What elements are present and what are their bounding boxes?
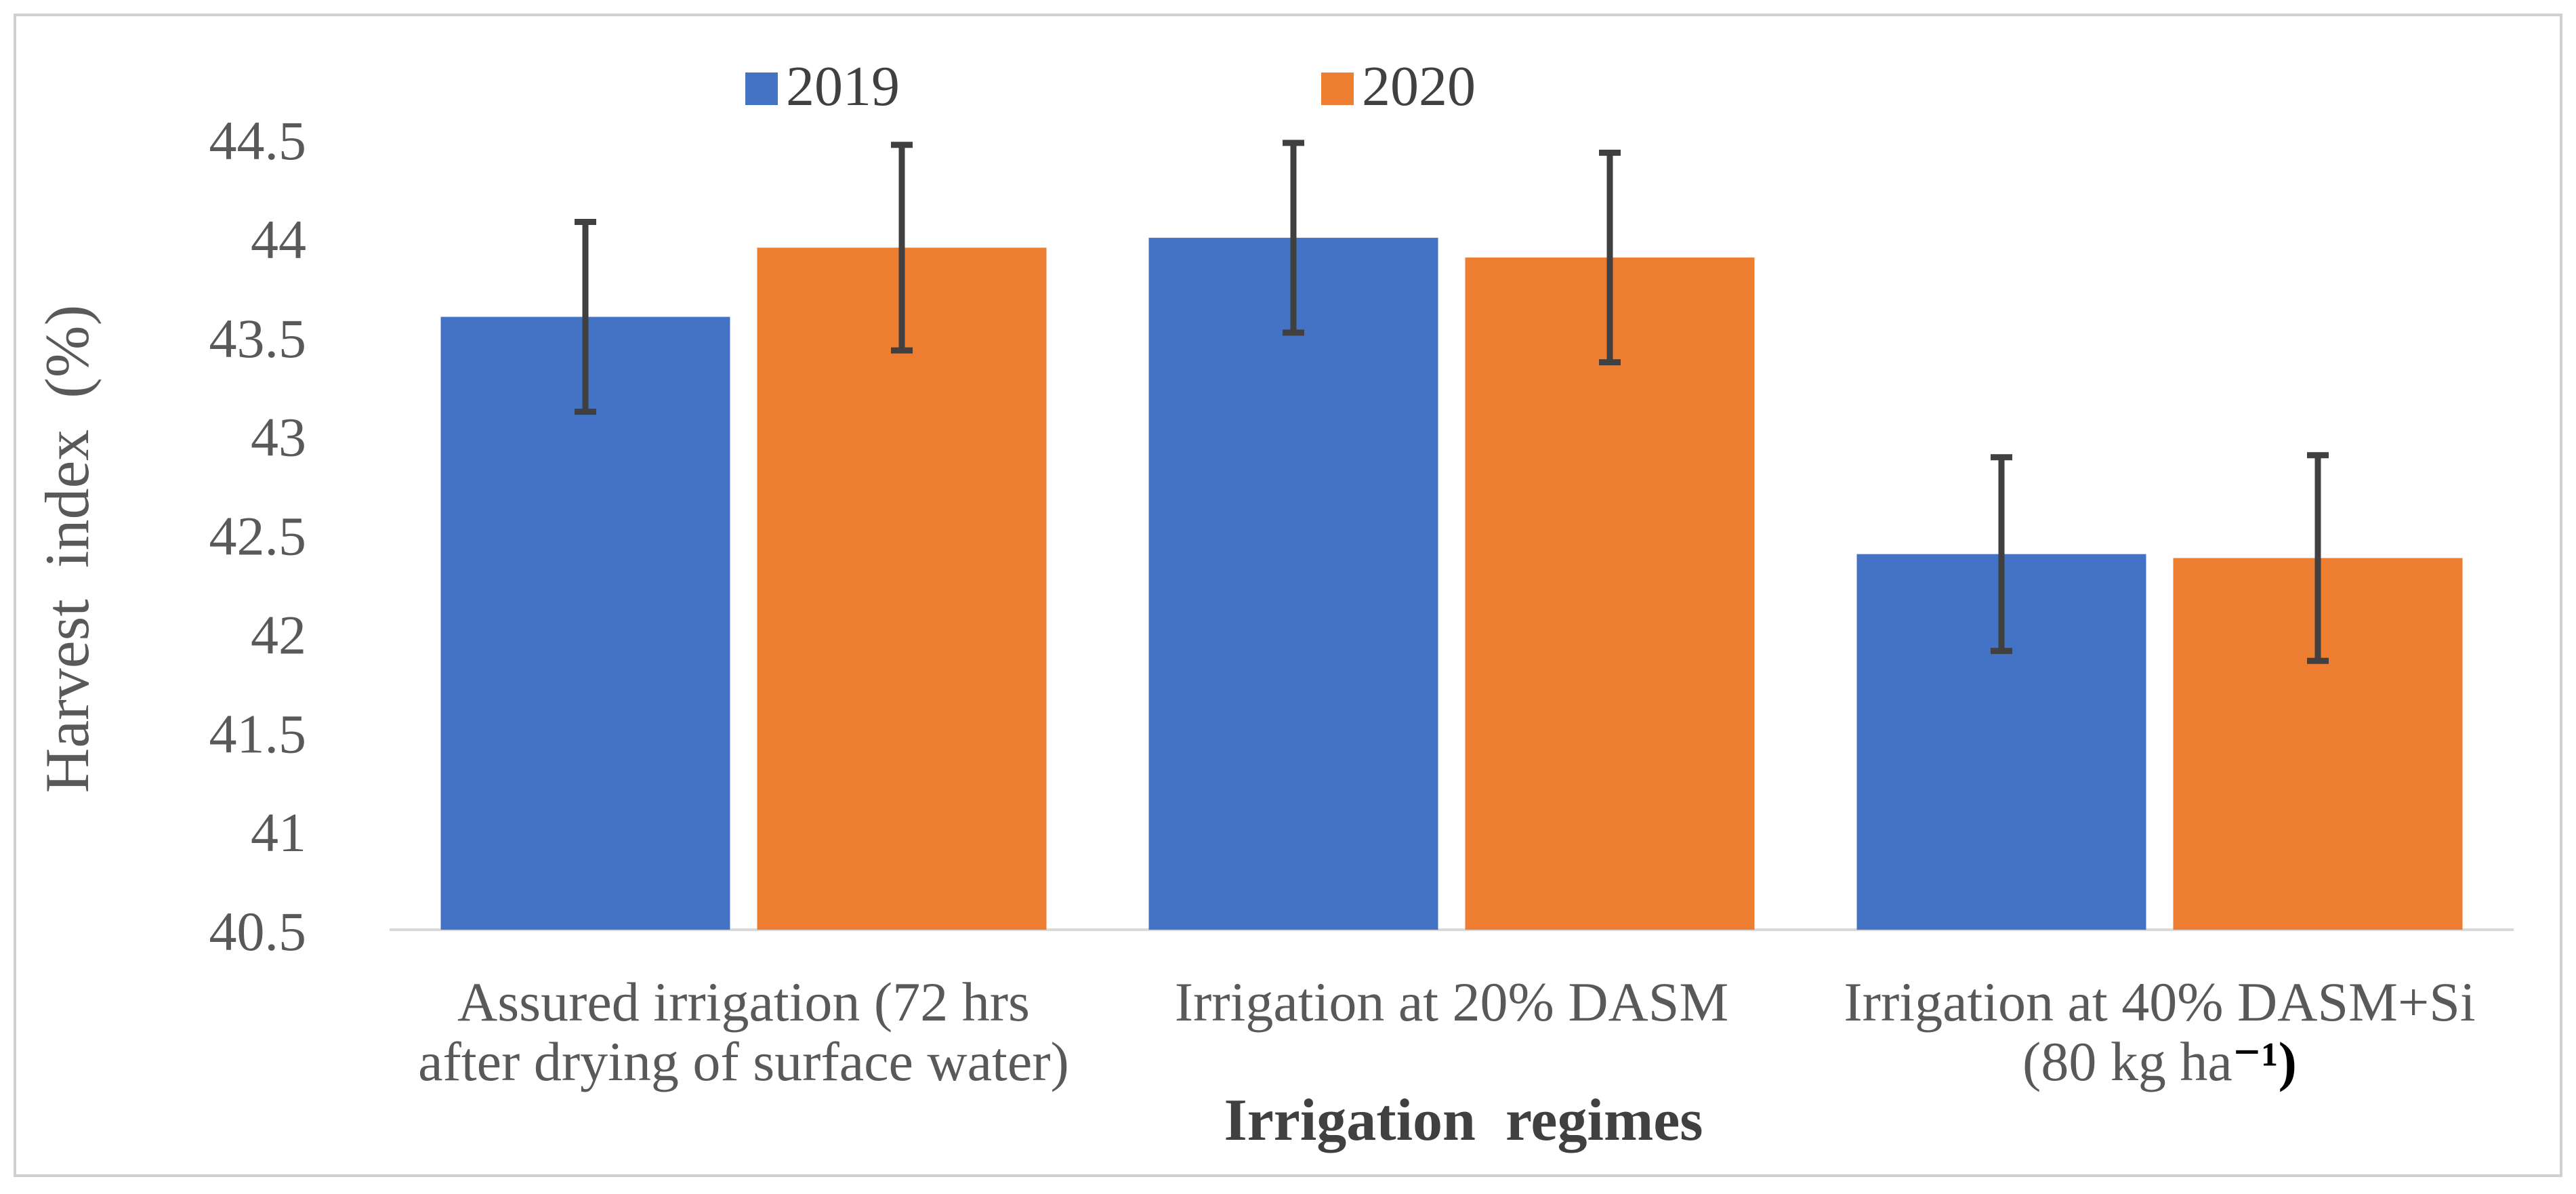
y-tick-label: 43.5 — [209, 308, 307, 369]
error-bars — [575, 140, 2329, 664]
x-tick-label: (80 kg ha⁻¹) — [2022, 1031, 2297, 1092]
bars — [440, 237, 2463, 930]
bar-2019-1 — [440, 316, 730, 930]
y-tick-label: 42 — [251, 604, 306, 665]
y-tick-label: 44 — [251, 209, 306, 270]
x-tick-label: after drying of surface water) — [418, 1031, 1069, 1092]
legend-item-2020: 2020 — [1321, 55, 1476, 118]
y-tick-label: 44.5 — [209, 110, 307, 171]
y-tick-label: 43 — [251, 407, 306, 468]
x-tick-label: Assured irrigation (72 hrs — [457, 971, 1030, 1033]
y-axis-title: Harvest index (%) — [33, 305, 102, 793]
x-tick-label: Irrigation at 20% DASM — [1175, 971, 1729, 1033]
legend-swatch — [745, 73, 778, 105]
y-axis: 40.5 41 41.5 42 42.5 43 43.5 44 44.5 — [209, 110, 307, 962]
bar-2020-1 — [757, 247, 1047, 930]
error-bar-2020-1 — [891, 142, 913, 354]
error-bar-2019-1 — [575, 219, 596, 415]
legend: 2019 2020 — [745, 55, 1476, 118]
error-bar-2019-3 — [1991, 454, 2012, 655]
legend-label: 2019 — [786, 55, 900, 118]
x-axis-title: Irrigation regimes — [1224, 1088, 1703, 1153]
error-bar-2019-2 — [1283, 140, 1304, 336]
x-tick-label-superscript: ⁻¹) — [2232, 1031, 2297, 1092]
x-tick-label: Irrigation at 40% DASM+Si — [1844, 971, 2475, 1033]
legend-swatch — [1321, 73, 1354, 105]
legend-item-2019: 2019 — [745, 55, 900, 118]
y-tick-label: 41.5 — [209, 703, 307, 764]
bar-2019-2 — [1148, 237, 1438, 930]
y-tick-label: 40.5 — [209, 901, 307, 962]
legend-label: 2020 — [1362, 55, 1476, 118]
bar-2020-2 — [1465, 258, 1755, 930]
error-bar-2020-3 — [2307, 452, 2329, 664]
y-tick-label: 42.5 — [209, 506, 307, 567]
error-bar-2020-2 — [1599, 149, 1621, 366]
y-tick-label: 41 — [251, 802, 306, 863]
